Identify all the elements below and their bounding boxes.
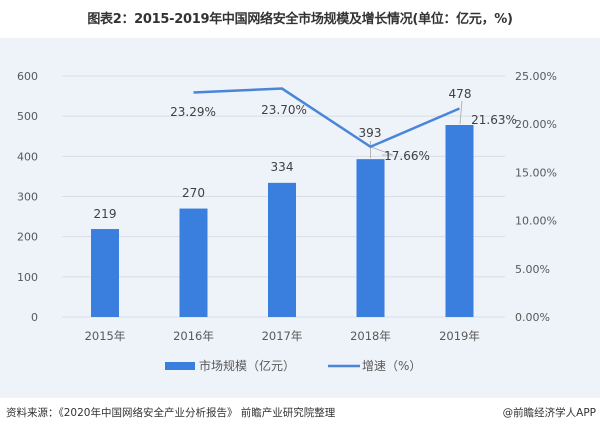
bar-value-label: 478 (449, 87, 472, 101)
legend-line-label: 增速（%） (362, 359, 421, 373)
x-tick-label: 2017年 (262, 329, 303, 343)
right-tick-label: 5.00% (515, 263, 550, 276)
bar-value-label: 219 (94, 207, 117, 221)
bar-series (91, 125, 474, 318)
growth-value-label: 17.66% (384, 149, 430, 163)
x-tick-label: 2018年 (350, 329, 391, 343)
chart-panel: 0 100 200 300 400 500 600 0.00% 5.00% 10.00% 15.0… (0, 38, 600, 398)
bar-value-label: 393 (359, 126, 382, 140)
left-tick-label: 400 (17, 150, 38, 163)
x-tick-label: 2015年 (85, 329, 126, 343)
label-leader-lines (370, 100, 463, 158)
source-note: 资料来源：《2020年中国网络安全产业分析报告》 前瞻产业研究院整理 (6, 407, 336, 419)
right-y-axis: 0.00% 5.00% 10.00% 15.00% 20.00% 25.00% (515, 70, 557, 324)
growth-value-label: 23.70% (261, 103, 307, 117)
left-tick-label: 500 (17, 110, 38, 123)
x-tick-label: 2019年 (439, 329, 480, 343)
x-tick-label: 2016年 (173, 329, 214, 343)
bar (91, 229, 119, 317)
growth-value-label: 21.63% (471, 113, 517, 127)
left-tick-label: 600 (17, 70, 38, 83)
left-tick-label: 300 (17, 191, 38, 204)
bar (268, 182, 296, 317)
left-tick-label: 100 (17, 271, 38, 284)
bar (179, 208, 208, 317)
legend-bar-swatch (165, 362, 195, 370)
bar (445, 125, 474, 318)
bar-value-label: 270 (182, 186, 205, 200)
line-series (193, 87, 460, 149)
legend-bar-label: 市场规模（亿元） (199, 358, 295, 373)
x-axis: 2015年 2016年 2017年 2018年 2019年 (85, 329, 480, 343)
left-tick-label: 200 (17, 231, 38, 244)
data-labels: 219 270 334 393 478 23.29% 23.70% 17.66% 21.63% (94, 87, 517, 221)
chart-title: 图表2：2015-2019年中国网络安全市场规模及增长情况(单位：亿元，%) (87, 12, 513, 27)
growth-line (193, 87, 460, 149)
bar-value-label: 334 (271, 160, 294, 174)
growth-value-label: 23.29% (170, 105, 216, 119)
right-tick-label: 10.00% (515, 215, 557, 228)
combo-chart: 0 100 200 300 400 500 600 0.00% 5.00% 10.00% 15.0… (17, 70, 557, 373)
left-y-axis: 0 100 200 300 400 500 600 (17, 70, 38, 324)
right-tick-label: 0.00% (515, 311, 550, 324)
right-tick-label: 25.00% (515, 70, 557, 83)
left-tick-label: 0 (31, 311, 38, 324)
legend: 市场规模（亿元） 增速（%） (165, 358, 421, 373)
bar (356, 159, 385, 317)
right-tick-label: 20.00% (515, 118, 557, 131)
right-tick-label: 15.00% (515, 166, 557, 179)
credit-note: @前瞻经济学人APP (502, 407, 596, 419)
